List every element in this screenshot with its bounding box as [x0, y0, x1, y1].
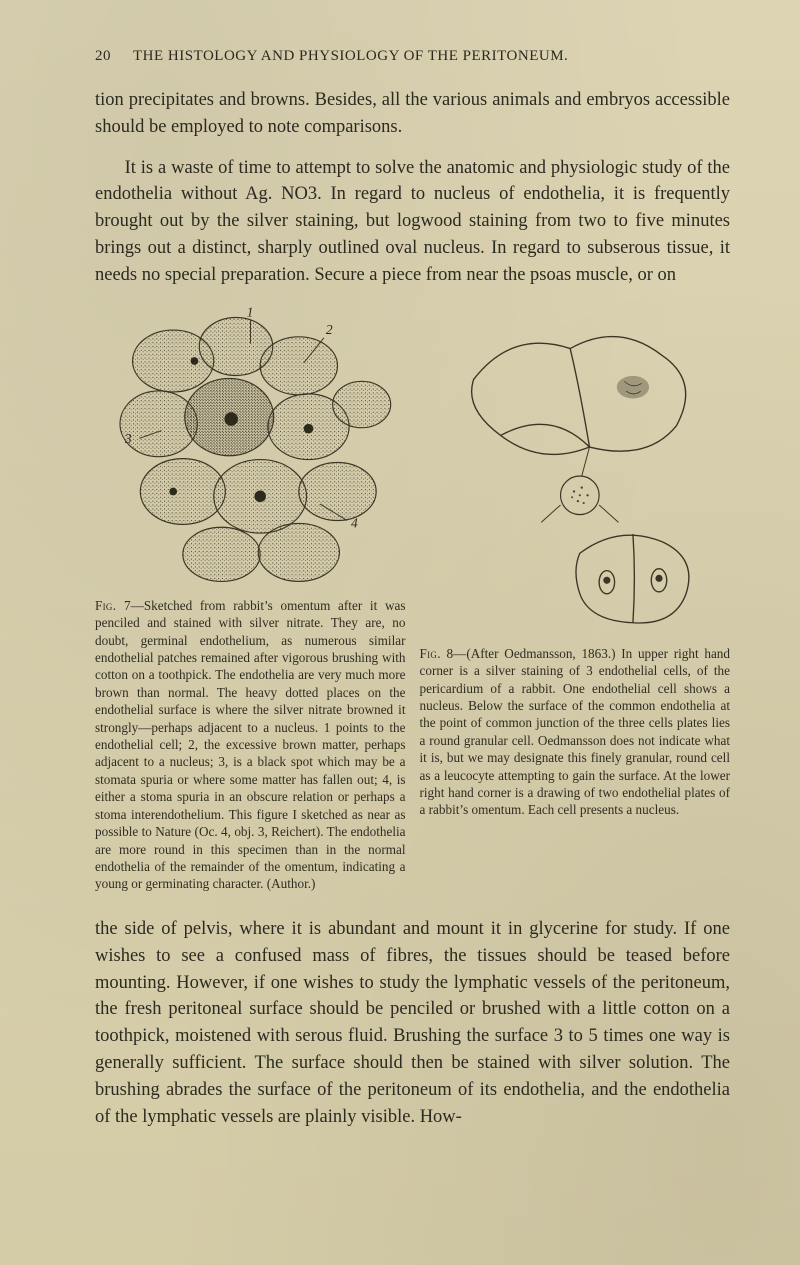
- fig7-label-sc: Fig.: [95, 598, 116, 613]
- fig7-label-2: 2: [326, 322, 333, 337]
- fig7-label-3: 3: [124, 431, 132, 446]
- figure-8-svg: [435, 311, 715, 641]
- figure-7-caption: Fig. 7—Sketched from rabbit’s omentum af…: [95, 597, 406, 893]
- paragraph-3: the side of pelvis, where it is abundant…: [95, 916, 730, 1131]
- fig8-label-sc: Fig.: [420, 646, 441, 661]
- figure-row: 1 2 3 4 Fig. 7—Sketched from rabbit’s om…: [95, 303, 730, 906]
- figure-8-caption: Fig. 8—(After Oedmansson, 1863.) In uppe…: [420, 645, 731, 819]
- figure-7-column: 1 2 3 4 Fig. 7—Sketched from rabbit’s om…: [95, 303, 406, 906]
- figure-7-svg: 1 2 3 4: [103, 303, 398, 593]
- paragraph-1: tion precipitates and browns. Besides, a…: [95, 87, 730, 141]
- running-head: 20 THE HISTOLOGY AND PHYSIOLOGY OF THE P…: [95, 48, 730, 65]
- fig8-caption-text: 8—(After Oedmansson, 1863.) In upper rig…: [420, 646, 731, 818]
- figure-8-illustration: [420, 303, 731, 641]
- fig7-label-1: 1: [246, 304, 253, 319]
- paragraph-2: It is a waste of time to attempt to solv…: [95, 155, 730, 289]
- running-title: THE HISTOLOGY AND PHYSIOLOGY OF THE PERI…: [133, 48, 568, 64]
- figure-7-illustration: 1 2 3 4: [95, 303, 406, 593]
- fig7-label-4: 4: [351, 515, 358, 530]
- page-number: 20: [95, 48, 111, 65]
- scanned-page: 20 THE HISTOLOGY AND PHYSIOLOGY OF THE P…: [0, 0, 800, 1265]
- fig7-caption-text: 7—Sketched from rabbit’s omentum after i…: [95, 598, 406, 892]
- figure-8-column: Fig. 8—(After Oedmansson, 1863.) In uppe…: [420, 303, 731, 906]
